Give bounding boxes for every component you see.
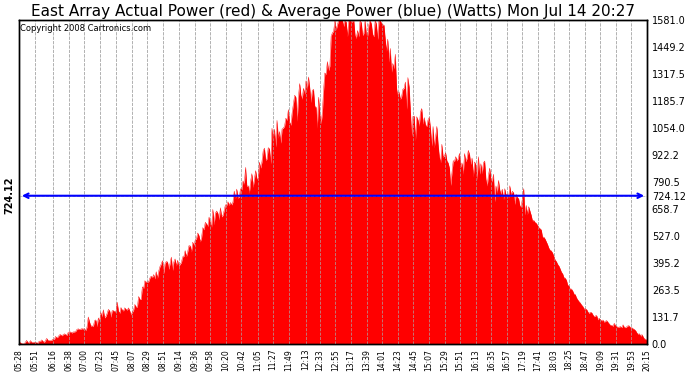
- Title: East Array Actual Power (red) & Average Power (blue) (Watts) Mon Jul 14 20:27: East Array Actual Power (red) & Average …: [31, 4, 635, 19]
- Text: Copyright 2008 Cartronics.com: Copyright 2008 Cartronics.com: [20, 24, 151, 33]
